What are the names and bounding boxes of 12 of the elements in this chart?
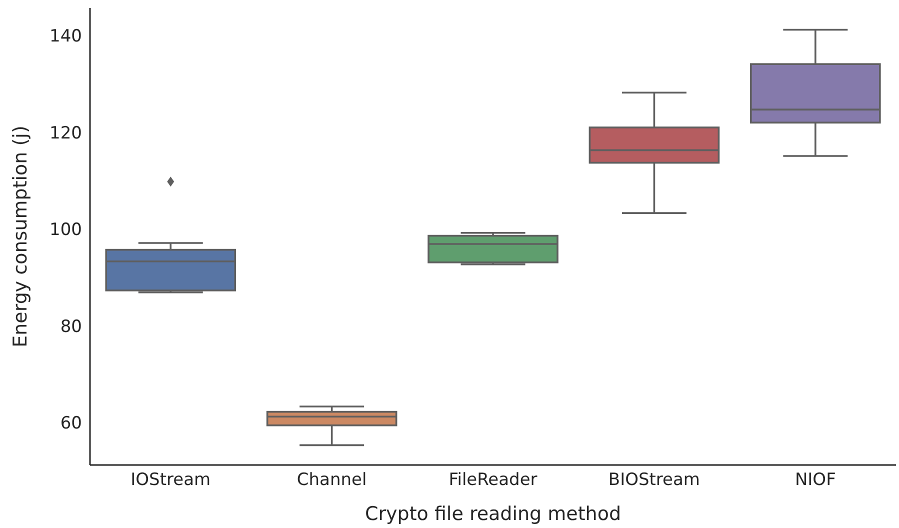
y-tick-label: 80 (60, 316, 82, 337)
x-tick-label: NIOF (794, 470, 836, 490)
y-tick-label: 140 (50, 26, 82, 47)
x-axis-title: Crypto file reading method (364, 503, 622, 525)
y-tick-label: 60 (60, 413, 82, 434)
x-tick-label: IOStream (130, 470, 211, 490)
y-axis-title: Energy consumption (j) (10, 126, 32, 348)
y-tick-label: 120 (50, 123, 82, 144)
x-tick-label: BIOStream (608, 470, 700, 490)
y-tick-label: 100 (50, 220, 82, 240)
x-tick-label: FileReader (448, 470, 538, 490)
x-tick-label: Channel (296, 470, 367, 490)
